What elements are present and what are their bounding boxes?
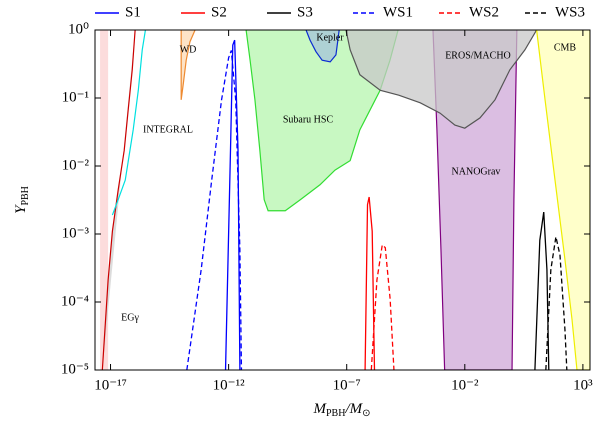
y-tick-label: 10⁰ [68, 21, 89, 37]
x-tick-label: 10⁻² [451, 377, 479, 393]
series-line [370, 243, 395, 370]
y-tick-label: 10⁻⁴ [61, 293, 89, 309]
region-boundary [180, 30, 196, 100]
x-label-part: /M [344, 401, 363, 417]
region-label: EROS/MACHO [445, 50, 511, 61]
series-line [224, 39, 241, 370]
x-tick-label: 10⁻¹⁷ [94, 377, 127, 393]
series-line [364, 196, 376, 370]
x-label-part: M [312, 401, 327, 417]
region-fill [181, 30, 196, 100]
series-line [186, 50, 243, 370]
region-fill [536, 30, 590, 370]
legend-label: S2 [211, 4, 227, 20]
x-tick-label: 10³ [573, 377, 593, 393]
region-boundary [101, 30, 136, 370]
region-fill [100, 30, 109, 370]
x-tick-label: 10⁻¹² [213, 377, 245, 393]
region-label: NANOGrav [452, 166, 501, 177]
x-label-part: ⊙ [362, 408, 370, 419]
region-label: Subaru HSC [283, 114, 334, 125]
x-axis-label: MPBH/M⊙ [312, 401, 370, 419]
legend-label: WS3 [555, 4, 585, 20]
y-tick-label: 10⁻⁵ [61, 361, 89, 377]
legend-label: WS1 [383, 4, 413, 20]
region-boundary [245, 30, 399, 212]
region-label: CMB [554, 42, 577, 53]
y-label-part: Y [13, 204, 29, 214]
region-boundary [345, 30, 538, 129]
region-fill [306, 30, 340, 62]
plot-frame [94, 29, 591, 371]
legend-label: WS2 [469, 4, 499, 20]
x-label-part: PBH [326, 408, 345, 419]
region-boundary [536, 30, 590, 370]
region-boundary [111, 30, 147, 216]
region-boundary [305, 30, 340, 63]
region-label: Kepler [316, 32, 344, 43]
plot-regions [100, 30, 590, 370]
legend-label: S3 [297, 4, 313, 20]
y-tick-label: 10⁻¹ [62, 89, 89, 105]
series-line [534, 211, 550, 370]
plot-lines [186, 39, 568, 370]
y-tick-label: 10⁻² [62, 157, 90, 173]
y-axis-label: YPBH [13, 186, 31, 214]
region-fill [345, 30, 537, 129]
y-tick-label: 10⁻³ [62, 225, 90, 241]
region-label: WD [180, 44, 197, 55]
region-fill [102, 30, 136, 370]
series-line [545, 236, 568, 370]
legend-label: S1 [125, 4, 141, 20]
region-label: EGγ [121, 312, 139, 323]
y-label-part: PBH [20, 186, 31, 205]
x-tick-label: 10⁻⁷ [333, 377, 361, 393]
region-label: INTEGRAL [143, 124, 193, 135]
region-boundary [432, 30, 518, 370]
